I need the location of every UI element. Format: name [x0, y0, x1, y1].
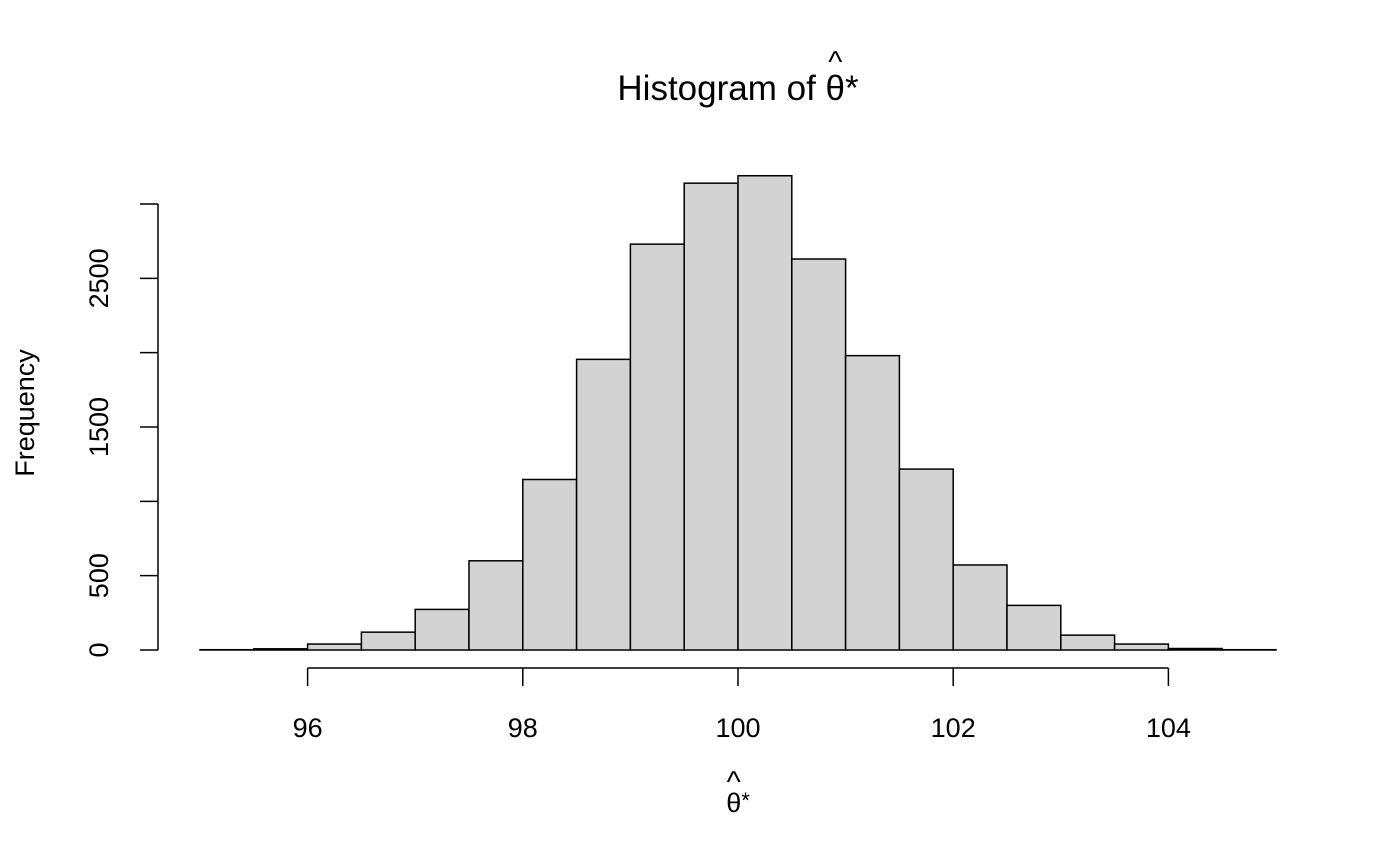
svg-text:θ*: θ*: [726, 788, 750, 818]
chart-title-symbol: θ: [826, 69, 845, 108]
histogram-bar: [414, 608, 470, 651]
x-axis-title: θ* ^: [726, 766, 750, 818]
y-tick-label: 0: [84, 642, 114, 657]
histogram-bar: [952, 564, 1008, 651]
histogram-bar: [1006, 604, 1062, 651]
y-tick-label: 2500: [84, 248, 114, 308]
chart-title-superscript: *: [845, 69, 859, 108]
y-tick-label: 500: [84, 553, 114, 598]
histogram-bar: [306, 643, 363, 651]
chart-title-prefix: Histogram of: [617, 69, 825, 108]
histogram-bar: [737, 175, 793, 651]
histogram-bar: [575, 358, 632, 651]
x-tick-label: 96: [293, 713, 323, 743]
histogram-bar: [844, 354, 901, 651]
histogram-bar: [791, 258, 847, 651]
x-axis-title-symbol: θ: [726, 788, 741, 818]
chart-title-hat: ^: [828, 46, 842, 79]
histogram-bar: [898, 468, 954, 651]
y-axis-title: Frequency: [10, 349, 40, 477]
histogram-bars: [199, 175, 1277, 651]
x-tick-label: 98: [508, 713, 538, 743]
histogram-bar: [683, 182, 739, 651]
histogram-bar: [1113, 643, 1170, 651]
y-tick-label: 1500: [84, 397, 114, 457]
histogram-bar: [1060, 634, 1116, 651]
histogram-bar: [629, 243, 685, 651]
histogram-bar: [522, 478, 578, 651]
y-axis: 0 500 1500 2500: [84, 203, 159, 658]
histogram-bar: [253, 648, 309, 651]
x-axis-title-hat: ^: [727, 766, 741, 799]
x-axis: 96 98 100 102 104: [293, 667, 1191, 743]
x-tick-label: 104: [1146, 713, 1191, 743]
chart-title: Histogram of θ* ^: [617, 46, 859, 108]
x-tick-label: 102: [931, 713, 976, 743]
x-tick-label: 100: [715, 713, 760, 743]
x-axis-title-superscript: *: [741, 788, 750, 813]
histogram-bar: [360, 631, 416, 651]
histogram-bar: [1167, 647, 1223, 651]
histogram-bar: [468, 560, 524, 651]
svg-text:Histogram of θ*: Histogram of θ*: [617, 69, 859, 108]
